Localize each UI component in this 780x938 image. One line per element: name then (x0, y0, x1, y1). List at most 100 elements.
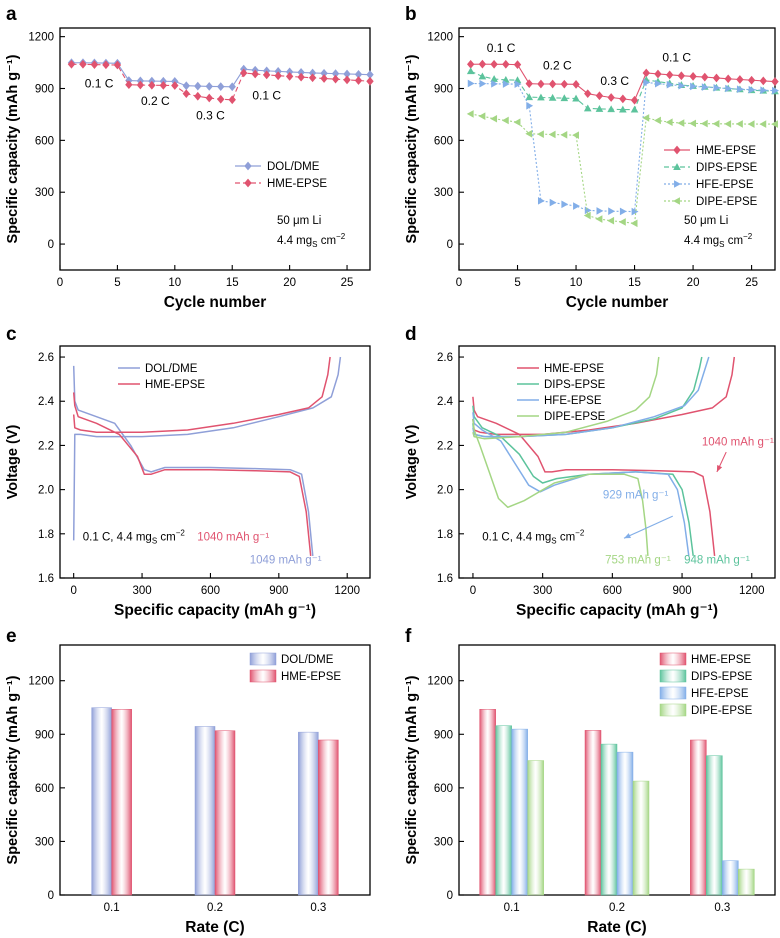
data-point-DOL/DME (182, 81, 190, 91)
y-tick-label: 300 (35, 836, 54, 848)
data-point-HFE-EPSE (514, 80, 522, 88)
legend-marker (674, 180, 681, 188)
legend-marker (673, 163, 681, 170)
y-tick-label: 900 (434, 84, 453, 96)
legend-label: HME-EPSE (691, 654, 751, 666)
data-point-DIPE-EPSE (583, 211, 591, 220)
y-tick-label: 600 (434, 135, 453, 147)
data-point-HME-EPSE (584, 89, 592, 99)
data-point-HME-EPSE (136, 80, 145, 90)
data-point-HME-EPSE (502, 59, 510, 69)
legend-swatch (659, 652, 687, 666)
data-point-HME-EPSE (619, 94, 627, 104)
data-point-HME-EPSE (548, 79, 557, 89)
capacity-label: 929 mAh g⁻¹ (603, 489, 669, 501)
rate-label: 0.2 C (141, 94, 170, 108)
legend-swatch (249, 652, 277, 666)
curve-discharge-HME-EPSE (472, 396, 716, 556)
capacity-label: 1040 mAh g⁻¹ (197, 531, 269, 543)
x-tick-label: 0.2 (207, 902, 223, 914)
panel-letter-c: c (6, 324, 17, 345)
x-axis-label: Rate (C) (587, 919, 646, 936)
bar-HME-EPSE-0.2 (584, 730, 602, 896)
info-lithium: 50 μm Li (684, 215, 728, 227)
panel-a: 0 300 600 900 1200 0 5 10 15 20 25 Cycle number Spec… (5, 27, 374, 311)
condition-label-part: S (152, 536, 157, 545)
bar-HME-EPSE-0.3 (690, 739, 707, 896)
data-point-HFE-EPSE (573, 202, 580, 210)
curve-charge-HME-EPSE (472, 356, 736, 436)
y-tick-label: 900 (35, 729, 54, 741)
data-point-HFE-EPSE (736, 85, 744, 94)
capacity-label: 1049 mAh g⁻¹ (250, 555, 322, 567)
x-tick-label: 0.1 (504, 902, 520, 914)
condition-label-part: −2 (575, 528, 585, 537)
x-axis-label: Specific capacity (mAh g⁻¹) (114, 602, 316, 619)
capacity-label: 753 mAh g⁻¹ (605, 555, 671, 567)
data-point-HFE-EPSE (772, 86, 779, 95)
legend-marker (244, 161, 252, 171)
legend-marker (673, 197, 680, 205)
info-loading-part: −2 (336, 232, 346, 241)
bar-HME-EPSE-0.1 (111, 709, 132, 896)
condition-label-part: 0.1 C, 4.4 mg (482, 531, 551, 543)
curve-charge-HME-EPSE (72, 356, 331, 433)
bar-DIPS-EPSE-0.1 (495, 725, 512, 896)
data-point-DIPE-EPSE (689, 119, 697, 128)
legend-swatch (249, 669, 277, 683)
data-point-HME-EPSE (320, 74, 328, 83)
legend-swatch (659, 686, 687, 700)
data-point-HME-EPSE (194, 91, 202, 101)
condition-label-part: 0.1 C, 4.4 mg (83, 531, 152, 543)
info-loading-part: −2 (743, 232, 753, 241)
data-point-HME-EPSE (747, 75, 756, 85)
rate-label: 0.1 C (252, 89, 281, 103)
data-point-HME-EPSE (572, 79, 580, 89)
data-point-HME-EPSE (771, 77, 779, 86)
x-tick-label: 10 (570, 277, 583, 289)
data-point-HME-EPSE (90, 60, 99, 70)
rate-label: 0.3 C (196, 109, 225, 123)
panel-e: 0 300 600 900 1200 Rate (C) Specific capacity … (5, 644, 371, 936)
data-point-DOL/DME (205, 82, 213, 91)
legend-label: HFE-EPSE (696, 179, 754, 191)
x-tick-label: 0 (70, 585, 76, 597)
data-point-HME-EPSE (665, 70, 674, 80)
condition-label: 0.1 C, 4.4 mgS cm−2 (482, 528, 585, 545)
y-tick-label: 2.2 (38, 440, 54, 452)
y-tick-label: 300 (434, 187, 453, 199)
x-tick-label: 0 (57, 277, 63, 289)
x-tick-label: 900 (672, 585, 691, 597)
panel-letter-a: a (6, 4, 17, 25)
y-tick-label: 1.8 (38, 529, 54, 541)
data-point-DIPE-EPSE (572, 131, 579, 139)
data-point-HME-EPSE (240, 68, 248, 78)
data-point-HME-EPSE (217, 94, 225, 104)
data-point-DIPE-EPSE (700, 119, 708, 128)
data-point-HME-EPSE (251, 69, 259, 79)
data-point-HFE-EPSE (713, 83, 721, 92)
x-tick-label: 0.3 (310, 902, 326, 914)
curve-charge-DIPE-EPSE (472, 356, 660, 440)
bar-HME-EPSE-0.2 (214, 730, 236, 896)
condition-label-part: S (551, 536, 556, 545)
data-point-HME-EPSE (228, 95, 236, 105)
series-line-HFE-EPSE (470, 81, 776, 213)
legend-label: DIPE-EPSE (691, 705, 753, 717)
legend-label: DOL/DME (281, 654, 334, 666)
data-point-HME-EPSE (113, 60, 122, 70)
bar-DIPS-EPSE-0.2 (600, 743, 618, 896)
plot-frame (59, 27, 371, 271)
data-point-DIPE-EPSE (712, 119, 720, 128)
data-point-DIPE-EPSE (654, 116, 661, 125)
y-tick-label: 2.0 (437, 485, 453, 497)
data-point-DIPS-EPSE (490, 75, 498, 82)
panel-d: 1.6 1.8 2.0 2.2 2.4 2.6 0 300 600 900 1200 Specific… (404, 345, 776, 619)
data-point-HME-EPSE (490, 59, 498, 69)
y-axis-label: Specific capacity (mAh g⁻¹) (404, 675, 420, 864)
data-point-DIPS-EPSE (537, 93, 545, 101)
y-tick-label: 900 (434, 729, 453, 741)
data-point-HME-EPSE (712, 73, 721, 83)
data-point-HME-EPSE (630, 95, 639, 105)
data-point-HME-EPSE (262, 70, 271, 80)
